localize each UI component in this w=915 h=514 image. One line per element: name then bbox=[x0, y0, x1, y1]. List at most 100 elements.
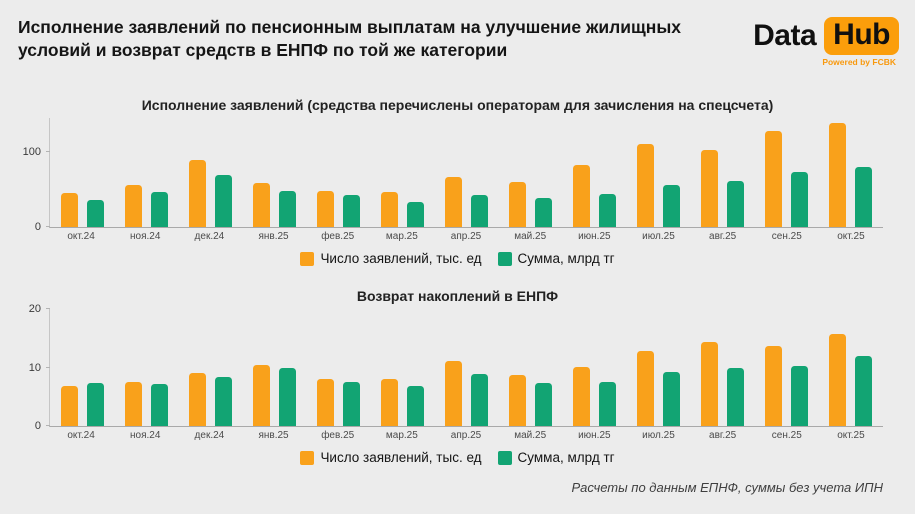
legend-item-sum: Сумма, млрд тг bbox=[497, 251, 615, 266]
bar bbox=[316, 378, 334, 426]
bar bbox=[573, 165, 591, 227]
x-tick-label: фев.25 bbox=[321, 231, 355, 242]
x-tick-label: окт.24 bbox=[67, 231, 95, 242]
legend-item-applications: Число заявлений, тыс. ед bbox=[300, 251, 482, 266]
bar bbox=[316, 190, 334, 227]
x-tick-label: янв.25 bbox=[258, 430, 289, 441]
bar bbox=[380, 379, 398, 426]
x-axis-labels: окт.24 ноя.24 дек.24 янв.25 фев.25 мар.25 апр.… bbox=[49, 228, 883, 242]
y-tick-label: 0 bbox=[34, 221, 41, 233]
bar bbox=[124, 184, 142, 227]
bar bbox=[829, 122, 847, 227]
x-tick-label: дек.24 bbox=[194, 430, 225, 441]
bar bbox=[829, 333, 847, 426]
x-tick-label: май.25 bbox=[514, 430, 547, 441]
y-tick-label: 0 bbox=[34, 420, 41, 432]
bar bbox=[278, 190, 296, 227]
bar-group bbox=[50, 309, 114, 426]
bar bbox=[599, 381, 617, 426]
bar bbox=[855, 355, 873, 426]
bar-group bbox=[691, 309, 755, 426]
bar bbox=[406, 202, 424, 227]
bar-group bbox=[563, 118, 627, 227]
bars-container bbox=[50, 118, 883, 227]
y-tick-mark bbox=[46, 150, 50, 152]
page-title-line1: Исполнение заявлений по пенсионным выпла… bbox=[18, 17, 682, 37]
bar bbox=[765, 130, 783, 227]
bar bbox=[791, 172, 809, 227]
x-tick-label: июн.25 bbox=[578, 430, 611, 441]
y-tick-mark bbox=[46, 366, 50, 368]
bar-group bbox=[114, 118, 178, 227]
y-tick-mark bbox=[46, 425, 50, 426]
bar-group bbox=[242, 118, 306, 227]
bar-group bbox=[178, 118, 242, 227]
legend-label: Число заявлений, тыс. ед bbox=[320, 251, 482, 266]
bar bbox=[342, 195, 360, 227]
logo-text-data: Data bbox=[753, 19, 817, 52]
x-tick-label: мар.25 bbox=[385, 430, 418, 441]
x-tick-label: авг.25 bbox=[709, 231, 737, 242]
bar bbox=[188, 160, 206, 227]
x-tick-label: дек.24 bbox=[194, 231, 225, 242]
legend-swatch-green bbox=[497, 450, 512, 465]
y-tick-label: 20 bbox=[28, 303, 41, 315]
chart-title: Возврат накоплений в ЕНПФ bbox=[356, 288, 559, 304]
page-title-line2: условий и возврат средств в ЕНПФ по той … bbox=[18, 39, 508, 60]
x-tick-label: июн.25 bbox=[578, 231, 611, 242]
bar bbox=[509, 374, 527, 426]
bar bbox=[150, 383, 168, 426]
plot-area: 0 10 20 bbox=[29, 303, 883, 432]
bar-group bbox=[499, 118, 563, 227]
x-tick-label: апр.25 bbox=[450, 430, 482, 441]
bar bbox=[214, 376, 232, 426]
chart-executions: Исполнение заявлений (средства перечисле… bbox=[0, 97, 915, 266]
y-tick-label: 100 bbox=[22, 145, 41, 158]
bar bbox=[252, 182, 270, 227]
legend-swatch-green bbox=[497, 251, 512, 266]
x-axis-labels: окт.24 ноя.24 дек.24 янв.25 фев.25 мар.25 апр.… bbox=[49, 427, 883, 441]
datahub-logo: Data Hub Powered by FCBK bbox=[753, 17, 899, 67]
bar bbox=[855, 166, 873, 227]
chart-title: Исполнение заявлений (средства перечисле… bbox=[141, 97, 774, 113]
x-tick-label: сен.25 bbox=[771, 231, 802, 242]
bar bbox=[445, 361, 462, 426]
legend-swatch-orange bbox=[300, 450, 315, 465]
bar bbox=[252, 365, 270, 426]
bars-container bbox=[50, 309, 883, 426]
bar bbox=[380, 192, 398, 227]
bar bbox=[765, 345, 783, 426]
bar-group bbox=[306, 309, 370, 426]
bar bbox=[150, 192, 168, 227]
bar-group bbox=[819, 309, 883, 426]
bar bbox=[727, 181, 745, 227]
bar bbox=[701, 149, 719, 227]
legend-item-applications: Число заявлений, тыс. ед bbox=[300, 450, 482, 465]
x-tick-label: окт.25 bbox=[837, 430, 865, 441]
legend-item-sum: Сумма, млрд тг bbox=[497, 450, 615, 465]
bar bbox=[663, 184, 681, 227]
x-tick-label: сен.25 bbox=[771, 430, 802, 441]
bar bbox=[599, 193, 617, 227]
bar bbox=[535, 198, 553, 227]
bar bbox=[342, 381, 360, 426]
x-tick-label: май.25 bbox=[514, 231, 547, 242]
bar bbox=[791, 365, 809, 426]
bar-group bbox=[434, 309, 498, 426]
bar bbox=[471, 195, 488, 227]
bar-group bbox=[434, 118, 498, 227]
x-tick-label: апр.25 bbox=[450, 231, 482, 242]
bar-group bbox=[755, 309, 819, 426]
x-tick-label: мар.25 bbox=[385, 231, 418, 242]
logo-tagline: Powered by FCBK bbox=[822, 57, 896, 67]
bar bbox=[509, 181, 527, 227]
bar-group bbox=[370, 118, 434, 227]
bar-group bbox=[499, 309, 563, 426]
legend: Число заявлений, тыс. ед Сумма, млрд тг bbox=[0, 450, 915, 465]
y-tick-mark bbox=[46, 226, 50, 227]
plot-area: 0 100 bbox=[23, 118, 883, 233]
bar bbox=[406, 385, 424, 426]
x-tick-label: ноя.24 bbox=[130, 430, 161, 441]
x-tick-label: июл.25 bbox=[642, 430, 675, 441]
x-tick-label: ноя.24 bbox=[130, 231, 161, 242]
